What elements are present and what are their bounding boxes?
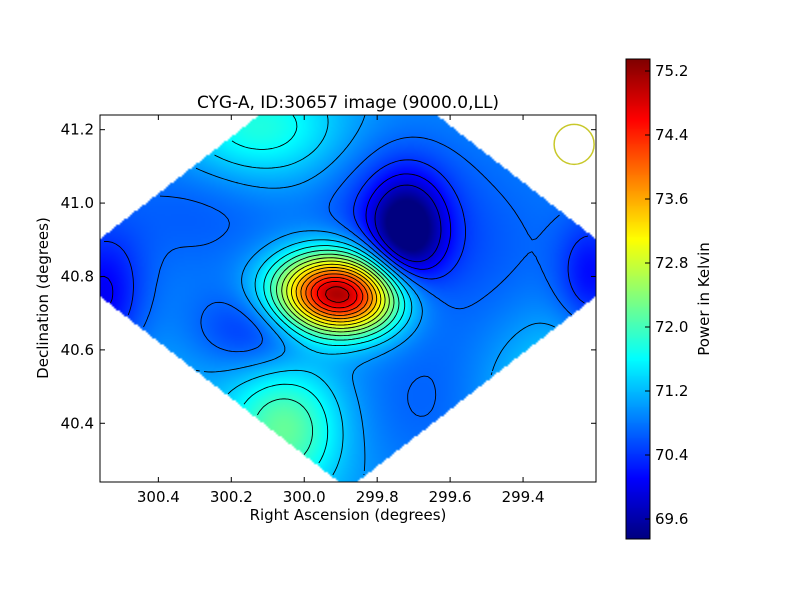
contour-level-11 — [290, 263, 382, 326]
contour-level-9 — [281, 257, 390, 333]
x-axis-ticks: 300.4 300.2 300.0 299.8 299.6 299.4 — [137, 115, 545, 506]
contour-level-15 — [310, 276, 364, 313]
contour-level-3 — [143, 136, 573, 417]
y-tick-label: 41.0 — [61, 194, 94, 212]
contour-level-7 — [257, 249, 400, 455]
x-tick-label: 299.4 — [502, 488, 545, 506]
colorbar-tick-label: 70.4 — [655, 446, 688, 464]
x-tick-label: 300.0 — [283, 488, 326, 506]
x-tick-label: 299.6 — [429, 488, 472, 506]
contour-level-2 — [104, 159, 589, 316]
contour-level-12 — [295, 266, 378, 323]
colorbar-tick-label: 69.6 — [655, 510, 688, 528]
colorbar-tick-label: 75.2 — [655, 62, 688, 80]
colorbar-gradient — [626, 59, 650, 539]
y-tick-label: 40.4 — [61, 414, 94, 432]
x-tick-label: 300.2 — [210, 488, 253, 506]
y-tick-label: 41.2 — [61, 121, 94, 139]
colorbar-tick-label: 74.4 — [655, 126, 688, 144]
contour-level-0 — [374, 184, 442, 263]
colorbar-tick-label: 72.8 — [655, 254, 688, 272]
contour-lines — [100, 115, 589, 476]
colorbar-ticks: 69.6 70.4 71.2 72.0 72.8 73.6 74.4 75.2 — [645, 62, 688, 528]
contour-level-6 — [231, 115, 406, 464]
contour-level-8 — [276, 253, 395, 337]
x-axis-label: Right Ascension (degrees) — [250, 506, 447, 524]
contour-level-13 — [300, 270, 373, 320]
contour-level-1 — [100, 173, 452, 304]
x-tick-label: 300.4 — [137, 488, 180, 506]
y-tick-label: 40.6 — [61, 341, 94, 359]
x-tick-label: 299.8 — [356, 488, 399, 506]
colorbar: 69.6 70.4 71.2 72.0 72.8 73.6 74.4 75.2 Power i… — [625, 58, 713, 540]
chart-title: CYG-A, ID:30657 image (9000.0,LL) — [197, 93, 499, 113]
plot-frame — [99, 114, 597, 483]
contour-level-4 — [195, 115, 555, 476]
y-axis-label: Declination (degrees) — [34, 217, 52, 379]
colorbar-tick-label: 72.0 — [655, 318, 688, 336]
contour-level-17 — [325, 286, 350, 303]
contour-level-5 — [214, 115, 413, 476]
colorbar-tick-label: 71.2 — [655, 382, 688, 400]
plot-area — [99, 114, 597, 483]
colorbar-frame — [625, 58, 651, 540]
colorbar-tick-label: 73.6 — [655, 190, 688, 208]
contour-level-16 — [316, 280, 358, 309]
y-tick-label: 40.8 — [61, 267, 94, 285]
contour-level-10 — [286, 260, 386, 329]
contour-level-14 — [305, 273, 369, 316]
beam-circle — [553, 123, 595, 166]
colorbar-label: Power in Kelvin — [695, 242, 713, 356]
y-axis-ticks: 40.4 40.6 40.8 41.0 41.2 — [61, 121, 596, 432]
